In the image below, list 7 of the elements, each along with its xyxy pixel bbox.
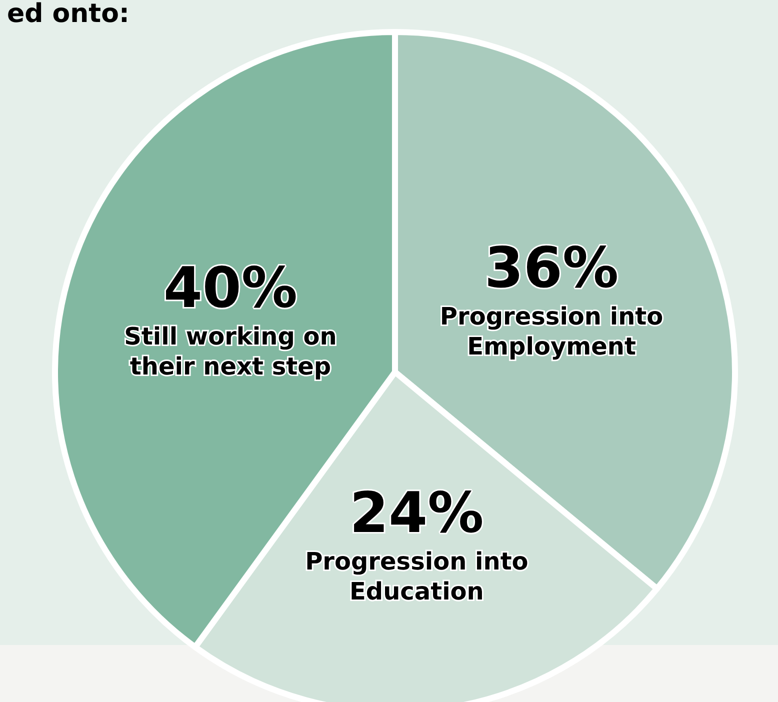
- slice-label: Still working on their next step: [124, 322, 337, 381]
- data-label: 24%: [350, 481, 484, 546]
- data-label: 36%: [484, 236, 619, 301]
- slice-label: Progression into Education: [305, 548, 528, 606]
- slice-label: Progression into Employment: [440, 302, 664, 360]
- chart-title: ed onto:: [7, 0, 130, 29]
- data-label: 40%: [163, 256, 298, 322]
